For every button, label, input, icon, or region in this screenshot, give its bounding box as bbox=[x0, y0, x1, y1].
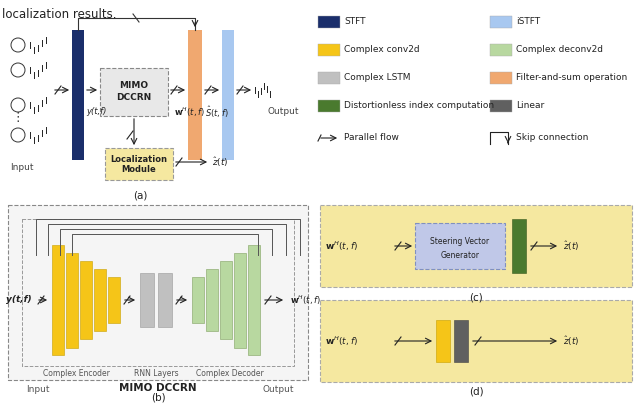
Text: $\mathbf{w}^H(t,f)$: $\mathbf{w}^H(t,f)$ bbox=[174, 105, 205, 119]
Text: Distortionless index computation: Distortionless index computation bbox=[344, 101, 494, 111]
Bar bbox=[192, 277, 204, 323]
Text: $\mathbf{w}^H(t,f)$: $\mathbf{w}^H(t,f)$ bbox=[290, 293, 321, 307]
Text: (c): (c) bbox=[469, 292, 483, 302]
Bar bbox=[490, 72, 512, 84]
Text: y(t,f): y(t,f) bbox=[86, 107, 106, 116]
Bar bbox=[108, 277, 120, 323]
Bar bbox=[318, 16, 340, 28]
Text: Output: Output bbox=[262, 385, 294, 394]
Bar bbox=[318, 72, 340, 84]
Bar bbox=[94, 269, 106, 331]
Text: Localization: Localization bbox=[111, 156, 168, 164]
Bar bbox=[158, 273, 172, 327]
Text: Complex deconv2d: Complex deconv2d bbox=[516, 46, 603, 55]
Text: Complex LSTM: Complex LSTM bbox=[344, 74, 410, 82]
Text: $\hat{z}(t)$: $\hat{z}(t)$ bbox=[212, 155, 228, 169]
Text: Skip connection: Skip connection bbox=[516, 133, 588, 143]
Bar bbox=[72, 30, 84, 160]
Bar bbox=[512, 219, 526, 273]
Text: Input: Input bbox=[10, 164, 34, 173]
FancyBboxPatch shape bbox=[320, 205, 632, 287]
Text: MIMO: MIMO bbox=[120, 82, 148, 90]
Text: Linear: Linear bbox=[516, 101, 544, 111]
FancyBboxPatch shape bbox=[8, 205, 308, 380]
Text: MIMO DCCRN: MIMO DCCRN bbox=[119, 383, 197, 393]
Bar bbox=[454, 320, 468, 362]
Bar bbox=[318, 100, 340, 112]
Bar bbox=[234, 253, 246, 348]
Bar bbox=[490, 44, 512, 56]
Bar bbox=[52, 245, 64, 355]
Text: RNN Layers: RNN Layers bbox=[134, 368, 179, 377]
Text: y(t,f): y(t,f) bbox=[6, 295, 31, 305]
Text: (a): (a) bbox=[133, 190, 147, 200]
Text: $\mathbf{w}^H(t,f)$: $\mathbf{w}^H(t,f)$ bbox=[325, 334, 358, 348]
Bar bbox=[436, 320, 450, 362]
Text: $\mathbf{w}^H(t,f)$: $\mathbf{w}^H(t,f)$ bbox=[325, 239, 358, 252]
Text: STFT: STFT bbox=[344, 17, 365, 27]
Bar bbox=[222, 30, 234, 160]
FancyBboxPatch shape bbox=[415, 223, 505, 269]
Bar bbox=[140, 273, 154, 327]
Text: (b): (b) bbox=[150, 393, 165, 403]
Bar bbox=[318, 44, 340, 56]
Text: Module: Module bbox=[122, 166, 156, 175]
Bar bbox=[206, 269, 218, 331]
Bar bbox=[248, 245, 260, 355]
Text: Parallel flow: Parallel flow bbox=[344, 133, 399, 143]
Text: Generator: Generator bbox=[440, 250, 479, 259]
FancyBboxPatch shape bbox=[105, 148, 173, 180]
Bar bbox=[66, 253, 78, 348]
FancyBboxPatch shape bbox=[100, 68, 168, 116]
Bar bbox=[490, 100, 512, 112]
Text: DCCRN: DCCRN bbox=[116, 93, 152, 101]
Text: Complex conv2d: Complex conv2d bbox=[344, 46, 420, 55]
Text: localization results.: localization results. bbox=[2, 8, 116, 21]
Text: (d): (d) bbox=[468, 387, 483, 397]
Text: Input: Input bbox=[26, 385, 50, 394]
Text: ⋮: ⋮ bbox=[12, 112, 24, 124]
Text: Complex Encoder: Complex Encoder bbox=[43, 368, 109, 377]
Bar bbox=[490, 16, 512, 28]
Bar bbox=[80, 261, 92, 339]
Text: $\hat{S}(t,f)$: $\hat{S}(t,f)$ bbox=[205, 104, 228, 120]
Bar bbox=[188, 30, 202, 160]
Text: Steering Vector: Steering Vector bbox=[431, 236, 490, 246]
Text: Filter-and-sum operation: Filter-and-sum operation bbox=[516, 74, 627, 82]
Bar bbox=[220, 261, 232, 339]
Text: $\hat{z}(t)$: $\hat{z}(t)$ bbox=[563, 239, 580, 253]
Text: Complex Decoder: Complex Decoder bbox=[196, 368, 264, 377]
Text: iSTFT: iSTFT bbox=[516, 17, 540, 27]
Text: Output: Output bbox=[268, 107, 300, 116]
FancyBboxPatch shape bbox=[320, 300, 632, 382]
Text: $\hat{z}(t)$: $\hat{z}(t)$ bbox=[563, 334, 580, 348]
